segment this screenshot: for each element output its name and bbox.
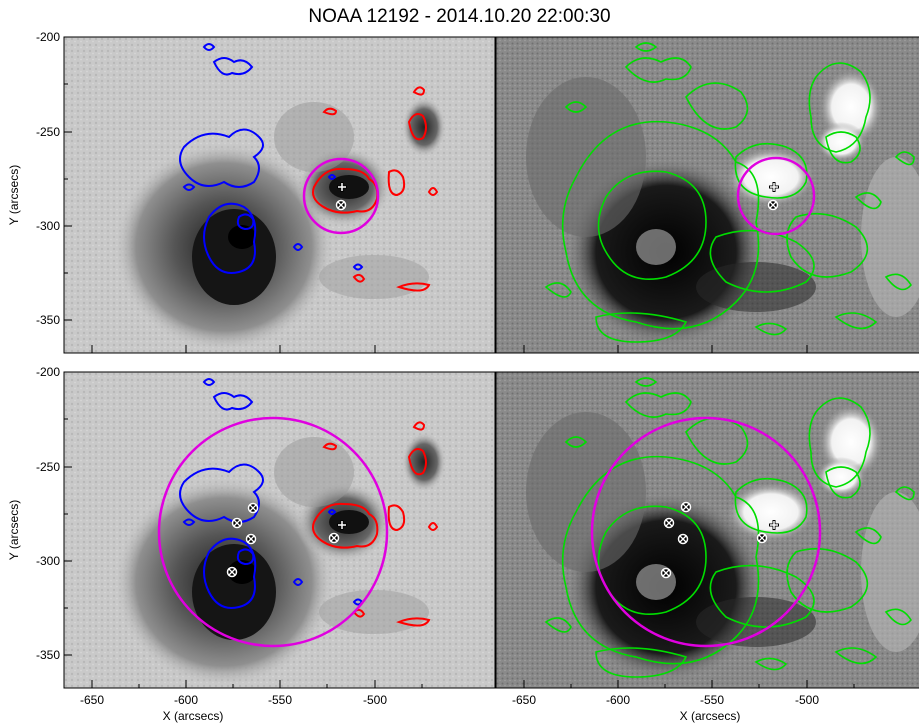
panel-bottom-left: [63, 371, 496, 689]
y-tick-label: -250: [36, 125, 60, 139]
y-tick-label: -200: [36, 365, 60, 379]
y-tick-label: -300: [36, 219, 60, 233]
x-tick-label: -500: [795, 693, 819, 707]
x-tick-label: -600: [606, 693, 630, 707]
otimes-marker: [226, 566, 238, 578]
otimes-marker: [663, 517, 675, 529]
y-tick-label: -350: [36, 313, 60, 327]
x-tick-labels-right: -650 -600 -550 -500: [512, 693, 819, 707]
otimes-marker: [677, 533, 689, 545]
otimes-marker: [680, 501, 692, 513]
x-tick-label: -550: [268, 693, 292, 707]
x-tick-label: -600: [174, 693, 198, 707]
panel-top-left: [63, 36, 496, 354]
x-tick-label: -650: [512, 693, 536, 707]
otimes-marker: [660, 567, 672, 579]
otimes-marker: [245, 533, 257, 545]
otimes-marker: [328, 532, 340, 544]
selection-circle-large: [157, 416, 389, 648]
selection-circle-small: [302, 157, 380, 235]
x-axis-title: X (arcsecs): [680, 709, 741, 723]
otimes-marker: [756, 532, 768, 544]
x-tick-label: -650: [80, 693, 104, 707]
otimes-marker: [767, 199, 779, 211]
x-tick-label: -550: [700, 693, 724, 707]
figure-title: NOAA 12192 - 2014.10.20 22:00:30: [308, 6, 611, 27]
y-tick-label: -350: [36, 648, 60, 662]
y-tick-label: -200: [36, 30, 60, 44]
y-axis-title: Y (arcsecs): [7, 165, 21, 225]
panel-bottom-right: [495, 371, 919, 689]
y-tick-label: -250: [36, 460, 60, 474]
selection-circle-small: [736, 156, 816, 236]
panel-top-right: [495, 36, 919, 354]
selection-circle-large: [590, 416, 822, 648]
otimes-marker: [335, 199, 347, 211]
x-axis-title: X (arcsecs): [163, 709, 224, 723]
y-tick-labels-bottom: -200 -250 -300 -350: [36, 365, 60, 662]
tick-marks: [64, 36, 855, 688]
y-axis-title: Y (arcsecs): [7, 500, 21, 560]
y-tick-labels-top: -200 -250 -300 -350: [36, 30, 60, 327]
x-tick-labels-left: -650 -600 -550 -500: [80, 693, 387, 707]
otimes-marker: [247, 502, 259, 514]
otimes-marker: [231, 517, 243, 529]
x-tick-label: -500: [363, 693, 387, 707]
y-tick-label: -300: [36, 554, 60, 568]
